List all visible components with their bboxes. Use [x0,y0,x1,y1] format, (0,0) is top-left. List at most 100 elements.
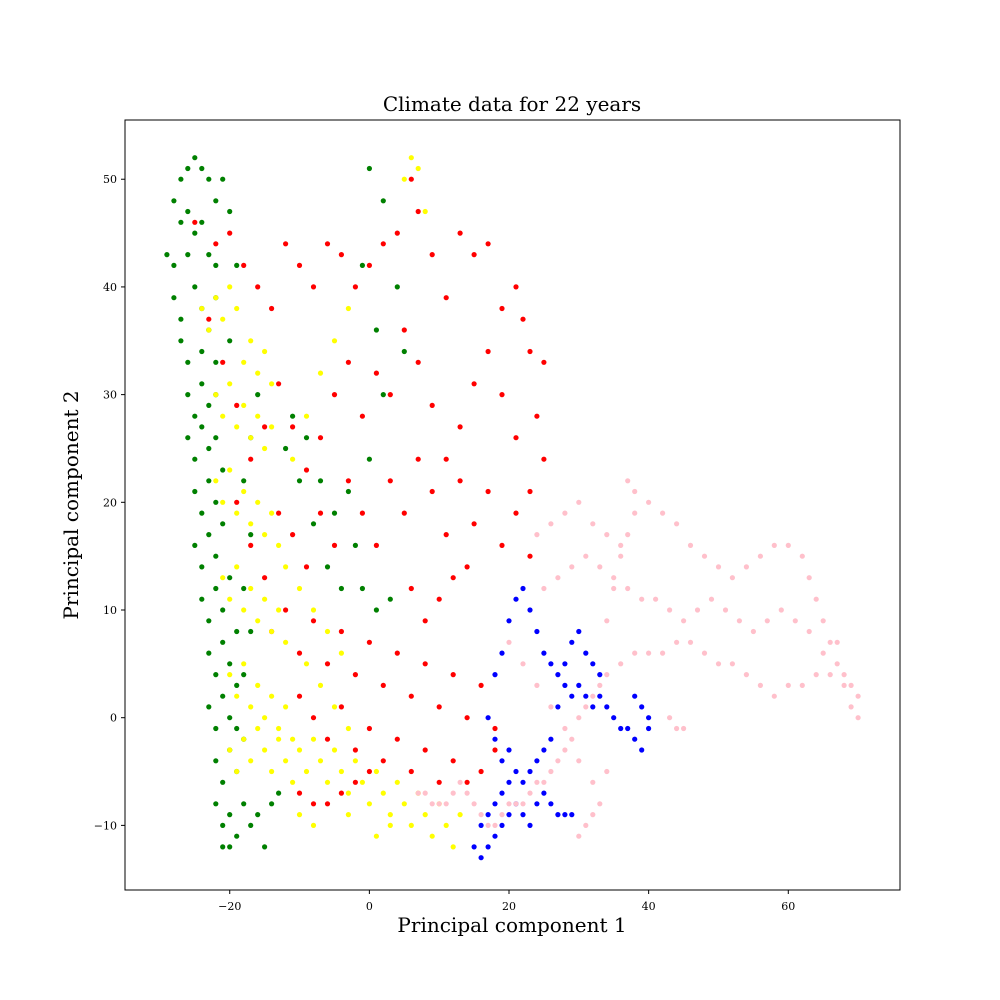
data-point-s4-90 [667,607,673,613]
data-point-s0-65 [213,801,219,807]
data-point-s4-72 [422,790,428,796]
data-point-s2-18 [262,445,268,452]
data-point-s1-102 [436,779,442,785]
data-point-s2-82 [450,844,456,850]
data-point-s2-50 [227,747,233,753]
data-point-s0-7 [185,208,191,215]
data-point-s4-50 [576,715,582,721]
data-point-s0-106 [317,478,324,484]
data-point-s4-88 [639,596,645,602]
data-point-s0-102 [401,348,407,355]
data-point-s1-28 [541,456,547,462]
data-point-s4-36 [743,672,750,678]
data-point-s4-116 [674,725,680,732]
data-point-s3-43 [548,801,554,807]
data-point-s4-52 [562,747,568,753]
data-point-s4-94 [722,607,729,613]
data-point-s2-78 [422,812,428,818]
data-point-s1-115 [450,575,456,581]
data-point-s2-40 [227,672,233,678]
data-point-s4-77 [576,499,582,505]
data-point-s4-100 [806,628,812,635]
data-point-s0-70 [220,844,226,850]
data-point-s4-55 [541,779,547,785]
data-point-s4-42 [660,650,666,656]
data-point-s4-34 [771,693,777,699]
data-point-s4-29 [841,672,847,678]
data-point-s3-33 [478,855,484,861]
data-point-s0-61 [220,779,226,785]
data-point-s2-61 [303,768,310,775]
data-point-s0-24 [213,359,219,365]
data-point-s0-92 [324,564,331,570]
data-point-s3-2 [499,650,505,656]
data-point-s3-57 [562,661,568,667]
data-point-s1-24 [520,316,526,322]
data-point-s1-67 [429,488,435,495]
data-point-s1-32 [485,348,491,355]
data-point-s0-35 [192,488,198,495]
data-point-s4-92 [694,607,701,613]
data-point-s0-69 [241,801,247,807]
data-point-s2-24 [241,488,247,495]
data-point-s1-25 [527,348,533,355]
data-point-s4-80 [618,542,624,549]
data-point-s2-9 [262,348,268,355]
data-point-s1-17 [429,252,435,258]
data-point-s1-111 [352,779,358,785]
data-point-s0-45 [199,596,205,602]
data-point-s4-98 [778,607,784,613]
data-point-s4-78 [590,521,596,527]
data-point-s0-107 [331,510,338,516]
data-point-s1-97 [366,725,372,732]
data-point-s3-15 [590,704,596,710]
data-point-s2-54 [255,725,261,732]
data-point-s2-57 [276,736,282,742]
data-point-s4-95 [736,618,743,624]
data-point-s0-26 [192,413,198,419]
data-point-s1-44 [317,435,324,441]
data-point-s1-30 [513,435,519,441]
data-point-s4-10 [687,542,694,549]
data-point-s0-39 [220,467,226,473]
data-point-s2-60 [296,747,303,753]
data-point-s3-23 [646,725,652,732]
data-point-s1-83 [380,682,386,689]
data-point-s1-64 [387,478,393,484]
data-point-s0-82 [241,478,247,484]
data-point-s3-20 [625,725,631,732]
data-point-s2-73 [387,812,393,818]
data-point-s2-102 [296,812,303,818]
y-tick-label: 10 [103,604,117,617]
data-point-s3-25 [639,704,645,710]
data-point-s2-13 [227,381,233,387]
data-point-s1-55 [262,575,268,581]
data-point-s1-106 [492,747,498,753]
data-point-s4-31 [813,672,819,678]
data-point-s2-90 [317,682,324,689]
data-point-s1-47 [276,381,282,387]
data-point-s4-87 [625,585,631,592]
data-point-s4-59 [513,801,519,807]
data-point-s1-90 [478,682,484,689]
data-point-s3-41 [534,801,540,807]
data-point-s1-58 [303,564,310,570]
data-point-s4-45 [618,661,624,667]
data-point-s0-86 [234,262,240,268]
data-point-s3-39 [520,812,526,818]
data-point-s2-59 [290,779,296,785]
data-point-s4-49 [583,704,589,710]
data-point-s4-106 [583,822,589,829]
data-point-s3-14 [583,693,589,699]
data-point-s1-26 [541,359,547,365]
data-point-s2-88 [338,650,344,656]
data-point-s1-78 [310,618,317,624]
data-point-s4-93 [708,596,715,602]
data-point-s1-18 [443,295,449,301]
data-point-s1-108 [310,801,317,807]
data-point-s2-100 [415,165,421,172]
data-point-s4-115 [667,715,673,721]
data-point-s1-1 [213,241,219,247]
data-point-s4-64 [478,812,484,818]
